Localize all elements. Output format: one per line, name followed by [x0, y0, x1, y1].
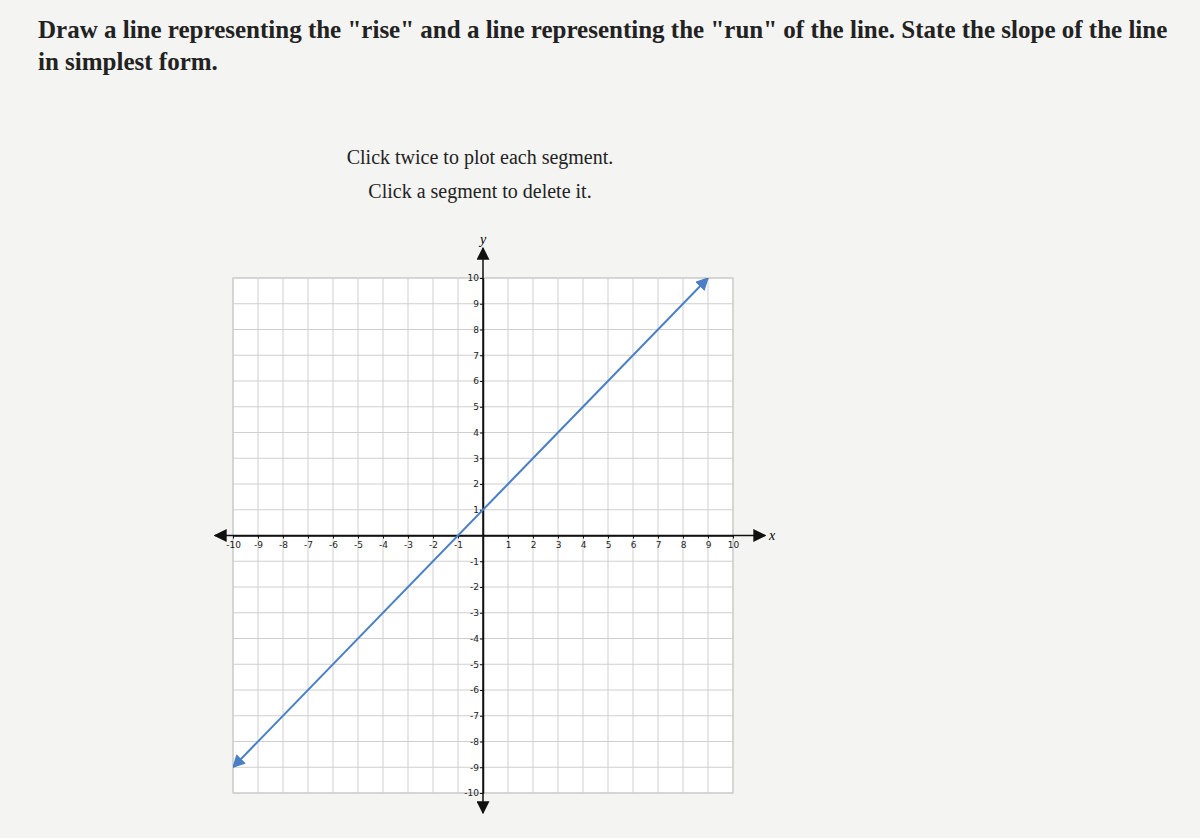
tick-label: 3 — [556, 540, 562, 550]
tick-label: -7 — [304, 540, 313, 550]
tick-label: 5 — [473, 402, 479, 412]
tick: -2 — [429, 536, 438, 550]
tick: -5 — [354, 536, 363, 550]
tick: 2 — [473, 479, 483, 489]
y-axis-arrow — [482, 248, 484, 813]
tick-label: -8 — [279, 540, 288, 550]
tick-label: -3 — [404, 540, 413, 550]
tick-label: -10 — [226, 540, 241, 550]
tick-label: -10 — [464, 788, 479, 798]
tick-label: 7 — [473, 351, 479, 361]
tick-label: -7 — [470, 711, 479, 721]
tick-label: 5 — [606, 540, 612, 550]
x-axis-arrow — [215, 535, 765, 537]
tick-label: -9 — [470, 763, 479, 773]
tick-label: 2 — [531, 540, 537, 550]
tick: -6 — [470, 685, 483, 695]
tick: 4 — [473, 428, 483, 438]
title: Draw a line representing the "rise" and … — [38, 14, 1178, 78]
tick-label: -5 — [470, 660, 479, 670]
tick: 1 — [506, 536, 512, 550]
tick: 7 — [656, 536, 662, 550]
axis-arrows — [215, 248, 765, 813]
tick-label: -6 — [470, 685, 479, 695]
tick: -10 — [226, 536, 241, 550]
tick-label: 3 — [473, 454, 479, 464]
tick-label: -8 — [470, 737, 479, 747]
chart: -10 -9 -8 -7 -6 -5 -4 -3 -2 -1 1 2 3 4 5 6 7 8 9 10 -10 -9 -8 -… — [0, 0, 1200, 838]
tick-label: 7 — [656, 540, 662, 550]
tick: -8 — [470, 737, 483, 747]
tick: 10 — [728, 536, 740, 550]
tick: -9 — [470, 763, 483, 773]
tick: 9 — [473, 299, 483, 309]
tick-label: 10 — [468, 273, 480, 283]
tick: 6 — [631, 536, 637, 550]
tick-label: -3 — [470, 608, 479, 618]
tick-label: 9 — [473, 299, 479, 309]
tick-label: -4 — [379, 540, 388, 550]
tick: -4 — [470, 634, 483, 644]
tick: 9 — [706, 536, 712, 550]
tick: 3 — [473, 454, 483, 464]
tick-label: 4 — [473, 428, 479, 438]
tick: 8 — [473, 325, 483, 335]
tick-label: 2 — [473, 479, 479, 489]
tick-label: -2 — [470, 582, 479, 592]
tick-label: 10 — [728, 540, 740, 550]
tick-label: 6 — [631, 540, 637, 550]
tick-label: -5 — [354, 540, 363, 550]
tick: -6 — [329, 536, 338, 550]
tick-label: 8 — [473, 325, 479, 335]
tick: 6 — [473, 376, 483, 386]
instruction: Click twice to plot each segment. — [280, 146, 680, 169]
tick: 4 — [581, 536, 587, 550]
tick-label: 8 — [681, 540, 687, 550]
axis-title: x — [768, 528, 776, 543]
tick-label: -4 — [470, 634, 479, 644]
tick: -2 — [470, 582, 483, 592]
tick-label: -6 — [329, 540, 338, 550]
tick-label: -9 — [254, 540, 263, 550]
tick: -9 — [254, 536, 263, 550]
tick: 2 — [531, 536, 537, 550]
tick: -1 — [470, 557, 483, 567]
marks — [233, 278, 708, 767]
tick: -5 — [470, 660, 483, 670]
tick: -7 — [304, 536, 313, 550]
tick: 8 — [681, 536, 687, 550]
tick: -3 — [470, 608, 483, 618]
tick: -4 — [379, 536, 388, 550]
tick-label: 1 — [506, 540, 512, 550]
tick-label: -1 — [470, 557, 479, 567]
instruction: Click a segment to delete it. — [280, 180, 680, 203]
tick: -3 — [404, 536, 413, 550]
tick: 3 — [556, 536, 562, 550]
tick: 5 — [473, 402, 483, 412]
tick-label: -2 — [429, 540, 438, 550]
tick: 5 — [606, 536, 612, 550]
tick-label: 6 — [473, 376, 479, 386]
axis-title: y — [478, 232, 487, 247]
tick: -8 — [279, 536, 288, 550]
tick: 7 — [473, 351, 483, 361]
tick-label: -1 — [454, 540, 463, 550]
tick-label: 9 — [706, 540, 712, 550]
tick-label: 4 — [581, 540, 587, 550]
tick: 10 — [468, 273, 483, 283]
tick: -7 — [470, 711, 483, 721]
line — [233, 278, 708, 767]
tick: -10 — [464, 788, 483, 798]
